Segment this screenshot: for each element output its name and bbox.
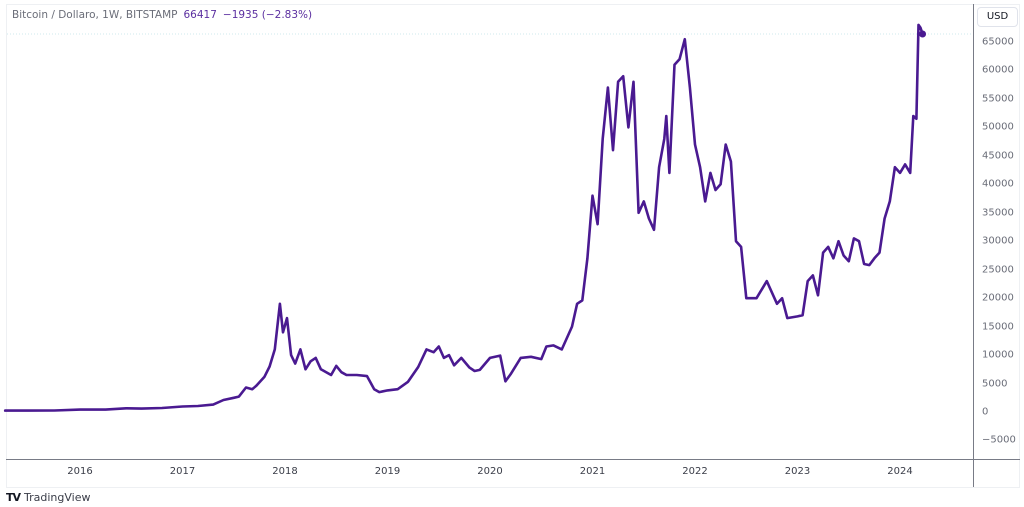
price-change-value: −1935 (−2.83%) [222,9,313,21]
price-tick-label: 5000 [982,378,1008,390]
price-tick-label: 25000 [982,264,1014,276]
axis-corner [973,459,1020,487]
price-tick-label: 30000 [982,235,1014,247]
time-tick-label: 2018 [272,466,298,477]
time-tick-label: 2024 [887,466,913,477]
time-tick-label: 2017 [169,466,196,477]
price-tick-label: 50000 [982,121,1014,133]
time-tick-label: 2019 [374,466,401,477]
tradingview-logo[interactable]: TV TradingView [6,491,91,504]
price-tick-label: −5000 [982,434,1016,446]
price-tick-label: 45000 [982,150,1014,162]
price-tick-label: 15000 [982,321,1014,333]
price-tick-label: 40000 [982,178,1014,190]
time-axis[interactable] [6,459,973,488]
chart-legend[interactable]: Bitcoin / Dollaro, 1W, BITSTAMP 66417 −193… [12,9,312,21]
price-tick-label: 20000 [982,292,1014,304]
price-tick-label: 35000 [982,207,1014,219]
price-tick-label: 10000 [982,349,1014,361]
price-axis[interactable] [973,4,1021,459]
price-tick-label: 65000 [982,36,1014,48]
currency-button[interactable]: USD [977,7,1018,27]
chart-frame [6,4,1020,488]
time-tick-label: 2022 [682,466,708,477]
price-tick-label: 0 [982,406,989,418]
time-tick-label: 2023 [784,466,811,477]
tradingview-label: TradingView [24,491,91,504]
time-tick-label: 2016 [67,466,93,477]
price-tick-label: 60000 [982,64,1014,76]
time-tick-label: 2021 [579,466,606,477]
time-tick-label: 2020 [477,466,503,477]
last-price-value: 66417 [183,9,217,21]
last-price-marker [919,30,927,38]
price-tick-label: 55000 [982,93,1014,105]
symbol-label: Bitcoin / Dollaro, 1W, BITSTAMP [12,9,178,21]
price-series-line [3,23,924,412]
tradingview-logo-icon: TV [6,491,21,504]
